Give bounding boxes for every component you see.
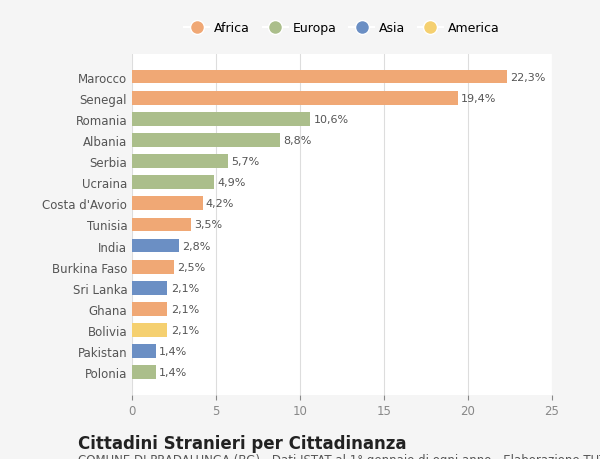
Bar [132,302,167,316]
Bar [132,197,203,211]
Bar [132,366,155,379]
Text: 1,4%: 1,4% [159,368,187,377]
Bar [132,71,506,84]
Text: 2,1%: 2,1% [170,283,199,293]
Text: 2,5%: 2,5% [178,262,206,272]
Bar [132,281,167,295]
Text: 10,6%: 10,6% [313,115,349,124]
Text: 4,2%: 4,2% [206,199,234,209]
Bar [132,218,191,232]
Text: 8,8%: 8,8% [283,135,311,146]
Bar [132,345,155,358]
Text: 2,1%: 2,1% [170,325,199,335]
Bar [132,134,280,147]
Bar [132,92,458,105]
Text: 2,8%: 2,8% [182,241,211,251]
Text: 3,5%: 3,5% [194,220,222,230]
Text: 1,4%: 1,4% [159,347,187,356]
Text: COMUNE DI PRADALUNGA (BG) - Dati ISTAT al 1° gennaio di ogni anno - Elaborazione: COMUNE DI PRADALUNGA (BG) - Dati ISTAT a… [78,453,600,459]
Bar [132,112,310,126]
Bar [132,155,228,168]
Legend: Africa, Europa, Asia, America: Africa, Europa, Asia, America [179,17,505,40]
Text: 22,3%: 22,3% [510,73,545,82]
Bar [132,324,167,337]
Text: 4,9%: 4,9% [218,178,246,188]
Text: Cittadini Stranieri per Cittadinanza: Cittadini Stranieri per Cittadinanza [78,434,407,452]
Text: 2,1%: 2,1% [170,304,199,314]
Text: 19,4%: 19,4% [461,94,497,103]
Bar [132,176,214,190]
Bar [132,239,179,253]
Bar [132,260,174,274]
Text: 5,7%: 5,7% [231,157,259,167]
